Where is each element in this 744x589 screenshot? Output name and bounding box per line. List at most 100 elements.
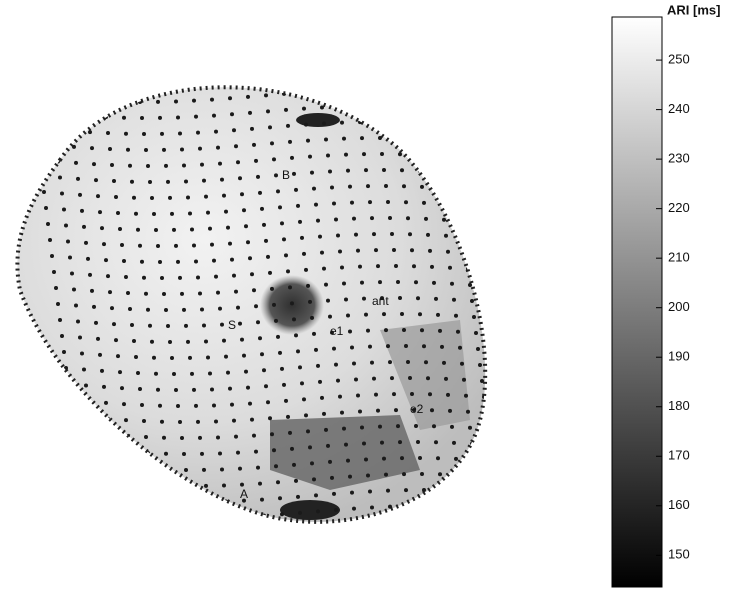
mesh-dot [360, 425, 364, 429]
mesh-dot [290, 447, 294, 451]
mesh-dot [112, 465, 116, 469]
mesh-dot [434, 297, 438, 301]
mesh-dot [492, 190, 496, 194]
mesh-dot [468, 140, 472, 144]
mesh-dot [142, 132, 146, 136]
mesh-dot [300, 381, 304, 385]
mesh-dot [340, 265, 344, 269]
mesh-dot [322, 267, 326, 271]
mesh-dot [306, 284, 310, 288]
mesh-dot [106, 131, 110, 135]
mesh-dot [176, 115, 180, 119]
mesh-dot [118, 370, 122, 374]
mesh-dot [284, 108, 288, 112]
mesh-dot [228, 531, 232, 535]
mesh-dot [88, 415, 92, 419]
mesh-dot [248, 256, 252, 260]
mesh-dot [406, 360, 410, 364]
mesh-dot [102, 527, 106, 531]
mesh-dot [410, 536, 414, 540]
mesh-dot [220, 178, 224, 182]
mesh-dot [462, 378, 466, 382]
mesh-dot [406, 216, 410, 220]
mesh-dot [400, 312, 404, 316]
colorbar-tick-label: 190 [668, 349, 690, 364]
mesh-dot [414, 137, 418, 141]
mesh-dot [514, 366, 518, 370]
mesh-dot [432, 281, 436, 285]
mesh-dot [408, 89, 412, 93]
mesh-dot [424, 504, 428, 508]
mesh-dot [152, 212, 156, 216]
mesh-dot [224, 355, 228, 359]
mesh-dot [482, 110, 486, 114]
mesh-dot [100, 511, 104, 515]
mesh-dot [262, 77, 266, 81]
mesh-dot [130, 323, 134, 327]
mesh-dot [226, 80, 230, 84]
mesh-dot [310, 171, 314, 175]
mesh-dot [370, 361, 374, 365]
mesh-dot [490, 174, 494, 178]
mesh-dot [488, 158, 492, 162]
mesh-dot [156, 244, 160, 248]
mesh-dot [356, 393, 360, 397]
mesh-dot [86, 542, 90, 546]
mesh-dot [220, 467, 224, 471]
mesh-dot [256, 320, 260, 324]
mesh-dot [218, 451, 222, 455]
mesh-dot [372, 377, 376, 381]
mesh-dot [78, 478, 82, 482]
mesh-dot [130, 180, 134, 184]
mesh-dot [314, 493, 318, 497]
mesh-dot [100, 83, 104, 87]
mesh-dot [352, 217, 356, 221]
mesh-dot [342, 137, 346, 141]
mesh-dot [264, 239, 268, 243]
mesh-dot [452, 298, 456, 302]
mesh-dot [266, 109, 270, 113]
colorbar-tick-label: 200 [668, 299, 690, 314]
mesh-dot [280, 221, 284, 225]
mesh-dot [328, 460, 332, 464]
mesh-dot [158, 404, 162, 408]
mesh-dot [122, 545, 126, 549]
mesh-dot [304, 123, 308, 127]
mesh-dot [484, 411, 488, 415]
mesh-dot [278, 205, 282, 209]
mesh-dot [94, 178, 98, 182]
mesh-dot [104, 258, 108, 262]
mesh-dot [160, 276, 164, 280]
mesh-dot [332, 347, 336, 351]
mesh-dot [230, 112, 234, 116]
mesh-dot [530, 494, 534, 498]
mesh-dot [118, 227, 122, 231]
mesh-dot [348, 185, 352, 189]
mesh-dot [262, 514, 266, 518]
mesh-dot [414, 424, 418, 428]
mesh-dot [438, 472, 442, 476]
mesh-dot [338, 540, 342, 544]
mesh-dot [360, 136, 364, 140]
mesh-dot [468, 283, 472, 287]
mesh-dot [504, 286, 508, 290]
mesh-dot [82, 225, 86, 229]
mesh-dot [400, 456, 404, 460]
mesh-dot [472, 458, 476, 462]
mesh-dot [120, 100, 124, 104]
mesh-dot [316, 509, 320, 513]
mesh-dot [126, 291, 130, 295]
mesh-dot [68, 113, 72, 117]
mesh-dot [320, 541, 324, 545]
mesh-dot [514, 508, 518, 512]
mesh-dot [122, 116, 126, 120]
mesh-dot [180, 436, 184, 440]
mesh-dot [344, 153, 348, 157]
mesh-dot [420, 328, 424, 332]
mesh-dot [366, 184, 370, 188]
mesh-dot [314, 348, 318, 352]
mesh-dot [252, 434, 256, 438]
mesh-dot [474, 188, 478, 192]
mesh-dot [186, 195, 190, 199]
mesh-dot [226, 371, 230, 375]
